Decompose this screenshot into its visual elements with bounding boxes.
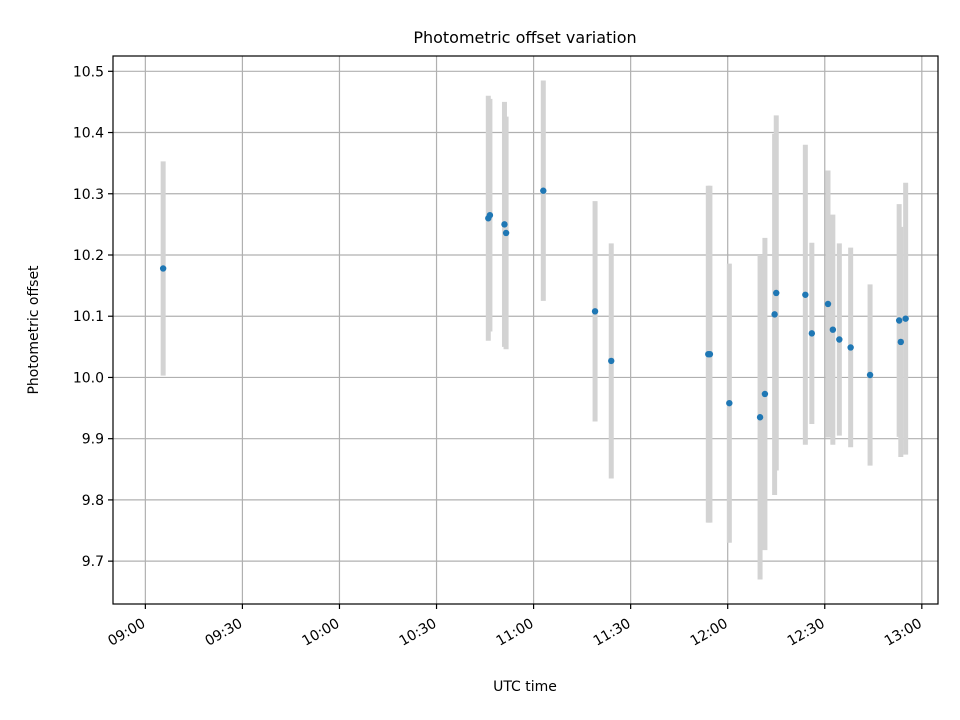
- data-point: [771, 311, 778, 318]
- data-point: [159, 265, 167, 272]
- x-tick-label: 09:30: [202, 616, 245, 650]
- y-tick-label: 9.8: [82, 493, 104, 509]
- y-axis-ticks: 9.7 9.8 9.9 10.0 10.1 10.2 10.3 10.4 10.5: [73, 64, 113, 570]
- data-point: [773, 289, 780, 297]
- plot-frame: [112, 55, 939, 605]
- y-tick-label: 10.2: [73, 248, 104, 264]
- data-points: [159, 187, 909, 421]
- y-tick-label: 10.3: [73, 187, 104, 203]
- data-point: [808, 330, 816, 337]
- grid: [113, 56, 938, 604]
- data-point: [486, 211, 494, 219]
- data-point: [847, 344, 854, 351]
- data-point: [802, 291, 809, 298]
- data-point: [726, 399, 733, 407]
- data-point: [829, 326, 837, 333]
- data-point: [706, 350, 714, 358]
- y-tick-label: 10.5: [73, 64, 104, 80]
- x-tick-label: 13:00: [882, 616, 925, 650]
- x-tick-label: 11:00: [494, 616, 537, 650]
- data-point: [824, 300, 832, 308]
- x-tick-label: 10:00: [300, 616, 343, 650]
- data-point: [502, 229, 510, 237]
- y-tick-label: 10.4: [73, 126, 104, 142]
- x-tick-label: 09:00: [105, 616, 148, 650]
- data-point: [902, 315, 909, 322]
- x-axis-ticks: 09:00 09:30 10:00 10:30 11:00 11:30 12:00 12:30…: [105, 604, 925, 650]
- x-tick-label: 10:30: [397, 616, 440, 650]
- x-axis-label: UTC time: [493, 679, 557, 695]
- data-point: [501, 221, 508, 228]
- y-tick-label: 9.7: [82, 554, 104, 570]
- data-point: [866, 371, 874, 379]
- data-point: [756, 414, 764, 421]
- data-point: [895, 317, 903, 324]
- y-tick-label: 10.0: [73, 370, 104, 386]
- y-tick-label: 10.1: [73, 309, 104, 325]
- data-point: [836, 336, 843, 343]
- error-bars: [160, 80, 909, 580]
- data-point: [591, 308, 599, 315]
- y-tick-label: 9.9: [82, 432, 104, 448]
- data-point: [761, 390, 769, 398]
- y-axis-label: Photometric offset: [26, 265, 42, 395]
- data-point: [897, 338, 904, 346]
- chart-title: Photometric offset variation: [413, 28, 636, 47]
- x-tick-label: 11:30: [591, 616, 634, 650]
- x-tick-label: 12:00: [688, 616, 731, 650]
- x-tick-label: 12:30: [785, 616, 828, 650]
- data-point: [540, 187, 547, 194]
- data-point: [608, 357, 615, 365]
